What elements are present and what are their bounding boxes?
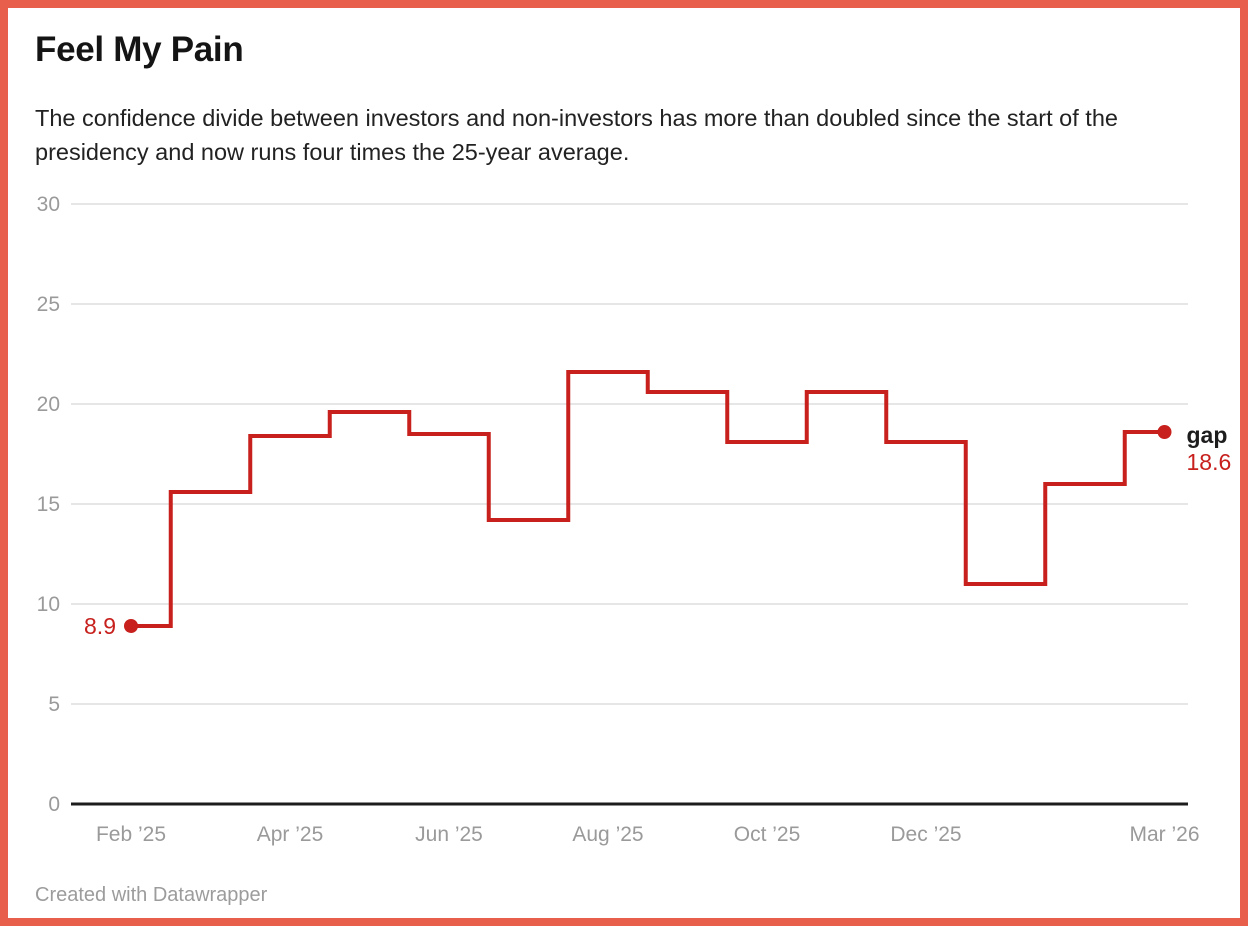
- start-dot: [124, 619, 138, 633]
- attribution: Created with Datawrapper: [35, 884, 268, 906]
- x-tick-label: Aug ’25: [572, 823, 643, 846]
- x-tick-label: Jun ’25: [415, 823, 483, 846]
- end-value-label: 18.6: [1187, 449, 1232, 475]
- y-tick-label: 20: [37, 393, 60, 416]
- y-tick-label: 5: [48, 693, 60, 716]
- start-value-label: 8.9: [84, 613, 116, 639]
- x-tick-label: Mar ’26: [1129, 823, 1199, 846]
- step-line: [131, 370, 1165, 628]
- series-name-label: gap: [1187, 422, 1228, 448]
- x-tick-label: Apr ’25: [257, 823, 324, 846]
- end-dot: [1157, 425, 1172, 439]
- chart-title: Feel My Pain: [35, 30, 244, 69]
- step-line-chart: 0 5 10 15 20 25 30 Feb ’25 Apr ’25 Jun ’25 Aug ’25…: [37, 193, 1232, 846]
- y-tick-label: 0: [48, 793, 60, 816]
- chart-description: The confidence divide between investors …: [35, 105, 1118, 165]
- y-tick-label: 30: [37, 193, 60, 216]
- x-tick-label: Dec ’25: [890, 823, 961, 846]
- y-tick-label: 15: [37, 493, 60, 516]
- y-tick-label: 25: [37, 293, 60, 316]
- x-tick-label: Feb ’25: [96, 823, 166, 846]
- y-tick-label: 10: [37, 593, 60, 616]
- x-tick-label: Oct ’25: [734, 823, 801, 846]
